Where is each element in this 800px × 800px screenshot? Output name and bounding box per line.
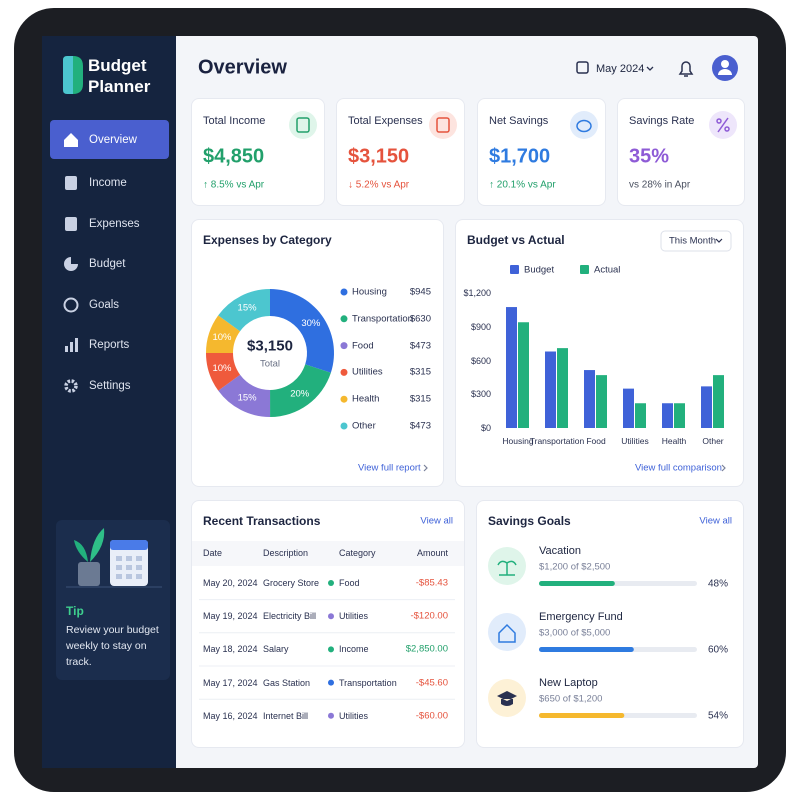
kpi-change: ↑ 20.1% vs Apr	[489, 179, 556, 191]
goal-progress: $3,000 of $5,000	[539, 627, 611, 639]
savings-card	[476, 500, 744, 748]
y-tick-label: $1,200	[463, 288, 491, 298]
cell-category: Transportation	[339, 677, 397, 688]
app-name: Budget Planner	[88, 56, 151, 96]
chart-title: Expenses by Category	[203, 233, 332, 247]
cell-amount: -$45.60	[415, 677, 448, 689]
cell-category: Utilities	[339, 710, 369, 721]
tip-text: Review your budget weekly to stay on tra…	[66, 624, 159, 668]
view-all-link[interactable]: View all	[420, 515, 453, 527]
cell-amount: -$120.00	[410, 610, 448, 622]
tip-title: Tip	[66, 604, 84, 618]
section-title: Recent Transactions	[203, 514, 321, 528]
legend-label: Utilities	[352, 366, 383, 378]
nav-item[interactable]: Goals	[89, 299, 120, 311]
y-tick-label: $300	[470, 389, 491, 400]
column-header: Amount	[416, 548, 448, 558]
goal-percent: 48%	[707, 578, 728, 589]
chart-link[interactable]: View full report	[358, 462, 421, 474]
nav-item[interactable]: Reports	[89, 339, 130, 351]
legend-label: Health	[352, 393, 380, 405]
cell-amount: $2,850.00	[405, 643, 448, 655]
legend-label: Budget	[524, 264, 555, 276]
x-tick-label: Transportation	[529, 436, 585, 446]
legend-value: $945	[409, 286, 431, 298]
goal-name: Vacation	[539, 545, 581, 557]
nav-item[interactable]: Income	[89, 177, 127, 189]
cell-date: May 16, 2024	[203, 710, 258, 721]
kpi-value: 35%	[629, 145, 670, 168]
goal-percent: 54%	[707, 710, 728, 721]
legend-value: $315	[409, 393, 431, 405]
legend-value: $630	[409, 313, 431, 325]
donut-center-label: Total	[259, 358, 281, 370]
column-header: Description	[263, 548, 309, 558]
goal-name: New Laptop	[539, 677, 598, 689]
kpi-change: ↑ 8.5% vs Apr	[203, 179, 265, 191]
cell-amount: -$60.00	[415, 710, 448, 722]
nav-item[interactable]: Expenses	[89, 218, 140, 230]
x-tick-label: Health	[661, 436, 687, 446]
legend-label: Housing	[352, 286, 387, 298]
x-tick-label: Food	[586, 436, 606, 446]
cell-category: Utilities	[339, 611, 369, 622]
chart-card	[191, 219, 444, 487]
nav-item[interactable]: Settings	[89, 380, 131, 392]
section-title: Savings Goals	[488, 514, 571, 528]
period-select[interactable]: May 2024	[596, 63, 645, 75]
kpi-value: $3,150	[348, 145, 410, 168]
cell-description: Grocery Store	[263, 578, 320, 588]
kpi-label: Total Expenses	[348, 115, 423, 127]
legend-value: $473	[409, 420, 431, 432]
legend-label: Actual	[594, 264, 621, 276]
cell-date: May 20, 2024	[203, 578, 258, 588]
kpi-label: Net Savings	[489, 115, 549, 127]
cell-date: May 19, 2024	[203, 611, 258, 622]
x-tick-label: Utilities	[621, 436, 649, 446]
cell-description: Gas Station	[263, 677, 311, 688]
kpi-label: Savings Rate	[629, 115, 695, 127]
view-all-link[interactable]: View all	[699, 515, 732, 527]
column-header: Category	[339, 548, 376, 558]
cell-category: Income	[339, 644, 369, 655]
cell-amount: -$85.43	[415, 577, 448, 589]
cell-description: Electricity Bill	[263, 611, 317, 622]
kpi-value: $1,700	[489, 145, 551, 168]
x-tick-label: Other	[702, 436, 724, 446]
legend-value: $315	[409, 366, 431, 378]
chart-title: Budget vs Actual	[467, 233, 565, 247]
chart-card	[455, 219, 744, 487]
cell-date: May 17, 2024	[203, 677, 258, 688]
kpi-value: $4,850	[203, 145, 265, 168]
y-tick-label: $0	[480, 423, 491, 433]
legend-label: Other	[352, 420, 376, 432]
cell-date: May 18, 2024	[203, 644, 258, 655]
kpi-change: ↓ 5.2% vs Apr	[348, 179, 410, 191]
legend-label: Transportation	[352, 313, 413, 325]
cell-description: Internet Bill	[263, 710, 309, 721]
legend-label: Food	[352, 340, 374, 352]
nav-item[interactable]: Overview	[89, 134, 137, 146]
goal-progress: $1,200 of $2,500	[539, 561, 611, 573]
legend-value: $473	[409, 340, 431, 352]
kpi-change: vs 28% in Apr	[629, 179, 691, 191]
y-tick-label: $600	[470, 355, 491, 366]
donut-center-value: $3,150	[247, 337, 293, 355]
cell-category: Food	[339, 578, 360, 588]
cell-description: Salary	[263, 644, 289, 655]
kpi-label: Total Income	[203, 115, 266, 127]
goal-name: Emergency Fund	[539, 611, 623, 623]
chart-link[interactable]: View full comparison	[635, 462, 722, 474]
x-tick-label: Housing	[502, 436, 534, 446]
goal-percent: 60%	[707, 644, 728, 655]
nav-item[interactable]: Budget	[89, 258, 126, 270]
goal-progress: $650 of $1,200	[539, 693, 603, 705]
period-label: This Month	[669, 235, 716, 247]
page-title: Overview	[198, 56, 287, 79]
y-tick-label: $900	[470, 321, 491, 332]
column-header: Date	[203, 548, 223, 558]
